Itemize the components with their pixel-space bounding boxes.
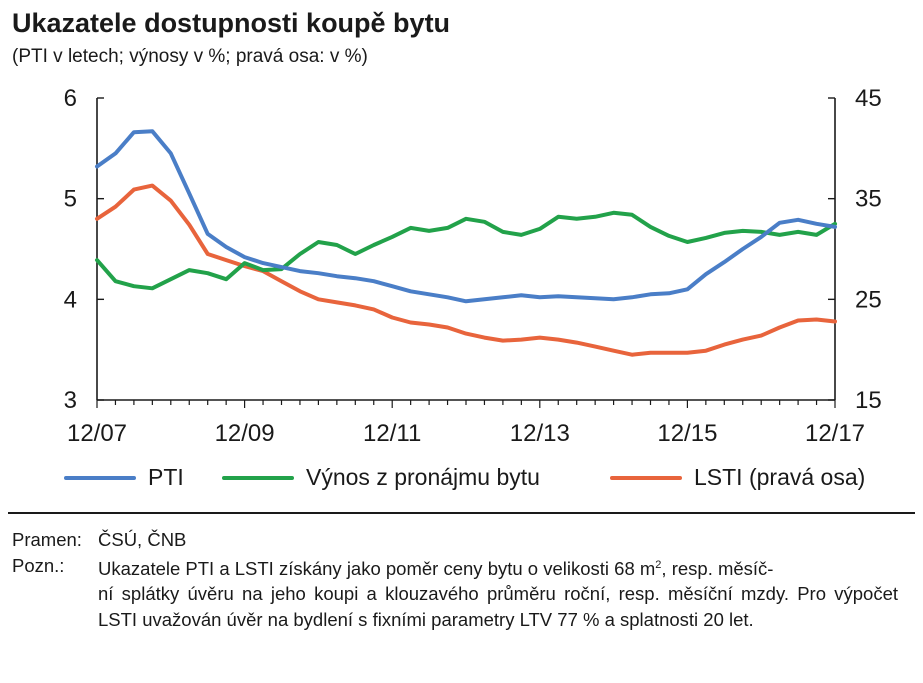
legend-item-vynos: Výnos z pronájmu bytu [222,464,540,491]
x-tick-label: 12/09 [215,420,275,447]
legend-item-lsti: LSTI (pravá osa) [610,464,865,491]
note-row: Pozn.: Ukazatele PTI a LSTI získány jako… [12,553,898,582]
right-tick-label: 25 [855,286,882,313]
source-label: Pramen: [12,529,82,550]
x-tick-label: 12/15 [657,420,717,447]
note-text-part2: , resp. měsíč- [661,557,774,579]
x-tick-label: 12/17 [805,420,865,447]
legend-label-lsti: LSTI (pravá osa) [694,464,866,490]
note-text-rest: ní splátky úvěru na jeho koupi a klouzav… [98,583,898,630]
x-tick-label: 12/07 [67,420,127,447]
legend-item-pti: PTI [64,464,184,491]
note-text-line1: Ukazatele PTI a LSTI získány jako poměr … [98,553,898,582]
right-tick-label: 45 [855,85,882,112]
x-tick-label: 12/13 [510,420,570,447]
series-line-pti [95,129,837,304]
right-tick-label: 15 [855,387,882,414]
x-tick-label: 12/11 [363,420,421,447]
source-text: ČSÚ, ČNB [98,529,187,550]
left-tick-label: 6 [64,85,77,112]
right-tick-label: 35 [855,186,882,213]
note-superscript: 2 [655,558,662,571]
legend-label-pti: PTI [148,464,184,490]
series-line-vynos [95,210,837,291]
chart-title: Ukazatele dostupnosti koupě bytu [12,8,451,38]
chart-subtitle: (PTI v letech; výnosy v %; pravá osa: v … [12,46,368,67]
notes-divider [8,512,915,514]
note-text-part1: Ukazatele PTI a LSTI získány jako poměr … [98,557,656,579]
left-tick-label: 4 [64,286,77,313]
legend-swatch-pti [64,475,136,480]
legend-swatch-vynos [222,475,294,480]
chart-notes: Pramen: ČSÚ, ČNB Pozn.: Ukazatele PTI a … [12,527,898,632]
legend-swatch-lsti [610,475,682,480]
note-label: Pozn.: [12,554,65,576]
source-row: Pramen: ČSÚ, ČNB [12,527,898,553]
left-tick-label: 5 [64,186,77,213]
series-line-lsti [95,183,837,357]
legend-label-vynos: Výnos z pronájmu bytu [306,464,540,490]
left-tick-label: 3 [64,387,77,414]
